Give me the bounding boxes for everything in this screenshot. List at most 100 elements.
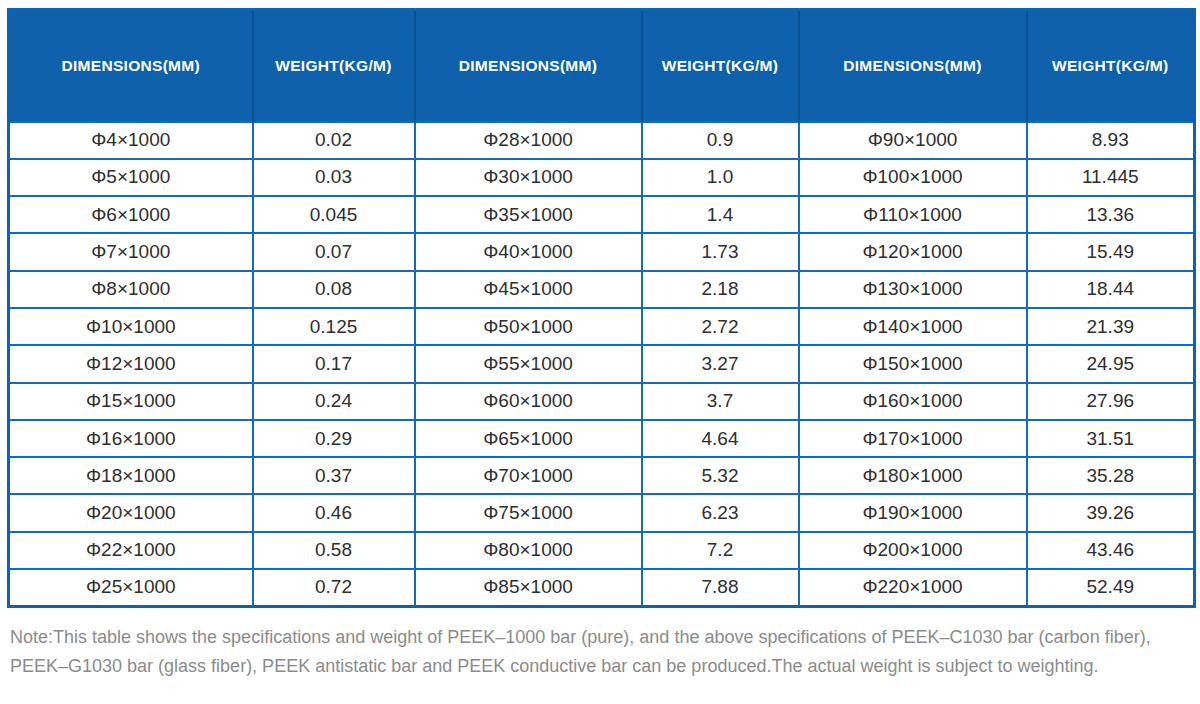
weight-cell: 3.27 <box>642 345 799 382</box>
table-row: Φ5×10000.03Φ30×10001.0Φ100×100011.445 <box>9 159 1195 196</box>
weight-cell: 13.36 <box>1027 196 1195 233</box>
weight-cell: 0.29 <box>253 420 415 457</box>
weight-cell: 1.0 <box>642 159 799 196</box>
dimension-cell: Φ25×1000 <box>9 569 253 606</box>
dimension-cell: Φ70×1000 <box>415 457 642 494</box>
weight-cell: 1.4 <box>642 196 799 233</box>
dimension-cell: Φ80×1000 <box>415 532 642 569</box>
dimension-cell: Φ200×1000 <box>799 532 1027 569</box>
dimension-cell: Φ30×1000 <box>415 159 642 196</box>
weight-cell: 0.17 <box>253 345 415 382</box>
dimension-cell: Φ15×1000 <box>9 383 253 420</box>
table-row: Φ4×10000.02Φ28×10000.9Φ90×10008.93 <box>9 122 1195 159</box>
dimension-cell: Φ45×1000 <box>415 271 642 308</box>
weight-cell: 52.49 <box>1027 569 1195 606</box>
dimension-cell: Φ90×1000 <box>799 122 1027 159</box>
weight-cell: 39.26 <box>1027 494 1195 531</box>
dimension-cell: Φ22×1000 <box>9 532 253 569</box>
dimension-cell: Φ220×1000 <box>799 569 1027 606</box>
weight-cell: 21.39 <box>1027 308 1195 345</box>
weight-cell: 8.93 <box>1027 122 1195 159</box>
table-row: Φ25×10000.72Φ85×10007.88Φ220×100052.49 <box>9 569 1195 606</box>
weight-cell: 2.18 <box>642 271 799 308</box>
table-row: Φ15×10000.24Φ60×10003.7Φ160×100027.96 <box>9 383 1195 420</box>
dimension-cell: Φ7×1000 <box>9 233 253 270</box>
weight-cell: 4.64 <box>642 420 799 457</box>
footnote-line-1: Note:This table shows the specifications… <box>10 627 1151 647</box>
table-row: Φ12×10000.17Φ55×10003.27Φ150×100024.95 <box>9 345 1195 382</box>
weight-cell: 1.73 <box>642 233 799 270</box>
weight-cell: 11.445 <box>1027 159 1195 196</box>
weight-cell: 27.96 <box>1027 383 1195 420</box>
dimension-cell: Φ55×1000 <box>415 345 642 382</box>
peek-bar-weight-table: DIMENSIONS(MM)WEIGHT(KG/M)DIMENSIONS(MM)… <box>7 8 1196 608</box>
weight-cell: 0.24 <box>253 383 415 420</box>
table-row: Φ8×10000.08Φ45×10002.18Φ130×100018.44 <box>9 271 1195 308</box>
dimension-cell: Φ20×1000 <box>9 494 253 531</box>
weight-cell: 0.46 <box>253 494 415 531</box>
weight-cell: 43.46 <box>1027 532 1195 569</box>
dimension-cell: Φ28×1000 <box>415 122 642 159</box>
weight-cell: 24.95 <box>1027 345 1195 382</box>
table-row: Φ6×10000.045Φ35×10001.4Φ110×100013.36 <box>9 196 1195 233</box>
weight-cell: 6.23 <box>642 494 799 531</box>
weight-cell: 0.72 <box>253 569 415 606</box>
weight-cell: 7.88 <box>642 569 799 606</box>
dimension-cell: Φ100×1000 <box>799 159 1027 196</box>
header-cell-weight: WEIGHT(KG/M) <box>642 10 799 122</box>
dimension-cell: Φ50×1000 <box>415 308 642 345</box>
dimension-cell: Φ110×1000 <box>799 196 1027 233</box>
table-row: Φ22×10000.58Φ80×10007.2Φ200×100043.46 <box>9 532 1195 569</box>
table-body: Φ4×10000.02Φ28×10000.9Φ90×10008.93Φ5×100… <box>9 122 1195 607</box>
header-cell-dimensions: DIMENSIONS(MM) <box>415 10 642 122</box>
weight-cell: 0.9 <box>642 122 799 159</box>
dimension-cell: Φ60×1000 <box>415 383 642 420</box>
weight-cell: 0.37 <box>253 457 415 494</box>
weight-cell: 0.02 <box>253 122 415 159</box>
dimension-cell: Φ85×1000 <box>415 569 642 606</box>
dimension-cell: Φ180×1000 <box>799 457 1027 494</box>
weight-cell: 7.2 <box>642 532 799 569</box>
dimension-cell: Φ150×1000 <box>799 345 1027 382</box>
dimension-cell: Φ190×1000 <box>799 494 1027 531</box>
peek-bar-spec-page: DIMENSIONS(MM)WEIGHT(KG/M)DIMENSIONS(MM)… <box>0 0 1200 680</box>
dimension-cell: Φ5×1000 <box>9 159 253 196</box>
header-cell-weight: WEIGHT(KG/M) <box>253 10 415 122</box>
header-cell-dimensions: DIMENSIONS(MM) <box>799 10 1027 122</box>
weight-cell: 0.07 <box>253 233 415 270</box>
dimension-cell: Φ120×1000 <box>799 233 1027 270</box>
dimension-cell: Φ10×1000 <box>9 308 253 345</box>
dimension-cell: Φ18×1000 <box>9 457 253 494</box>
table-row: Φ7×10000.07Φ40×10001.73Φ120×100015.49 <box>9 233 1195 270</box>
table-row: Φ16×10000.29Φ65×10004.64Φ170×100031.51 <box>9 420 1195 457</box>
dimension-cell: Φ160×1000 <box>799 383 1027 420</box>
dimension-cell: Φ35×1000 <box>415 196 642 233</box>
weight-cell: 35.28 <box>1027 457 1195 494</box>
dimension-cell: Φ140×1000 <box>799 308 1027 345</box>
weight-cell: 5.32 <box>642 457 799 494</box>
dimension-cell: Φ12×1000 <box>9 345 253 382</box>
dimension-cell: Φ170×1000 <box>799 420 1027 457</box>
header-cell-weight: WEIGHT(KG/M) <box>1027 10 1195 122</box>
weight-cell: 0.125 <box>253 308 415 345</box>
table-row: Φ20×10000.46Φ75×10006.23Φ190×100039.26 <box>9 494 1195 531</box>
dimension-cell: Φ4×1000 <box>9 122 253 159</box>
footnote: Note:This table shows the specifications… <box>10 623 1193 681</box>
weight-cell: 0.58 <box>253 532 415 569</box>
dimension-cell: Φ40×1000 <box>415 233 642 270</box>
dimension-cell: Φ8×1000 <box>9 271 253 308</box>
dimension-cell: Φ75×1000 <box>415 494 642 531</box>
weight-cell: 0.08 <box>253 271 415 308</box>
table-header: DIMENSIONS(MM)WEIGHT(KG/M)DIMENSIONS(MM)… <box>9 10 1195 122</box>
dimension-cell: Φ16×1000 <box>9 420 253 457</box>
header-cell-dimensions: DIMENSIONS(MM) <box>9 10 253 122</box>
weight-cell: 2.72 <box>642 308 799 345</box>
footnote-line-2: PEEK–G1030 bar (glass fiber), PEEK antis… <box>10 656 1099 676</box>
weight-cell: 3.7 <box>642 383 799 420</box>
header-row: DIMENSIONS(MM)WEIGHT(KG/M)DIMENSIONS(MM)… <box>9 10 1195 122</box>
weight-cell: 0.03 <box>253 159 415 196</box>
table-row: Φ10×10000.125Φ50×10002.72Φ140×100021.39 <box>9 308 1195 345</box>
weight-cell: 0.045 <box>253 196 415 233</box>
table-row: Φ18×10000.37Φ70×10005.32Φ180×100035.28 <box>9 457 1195 494</box>
dimension-cell: Φ65×1000 <box>415 420 642 457</box>
